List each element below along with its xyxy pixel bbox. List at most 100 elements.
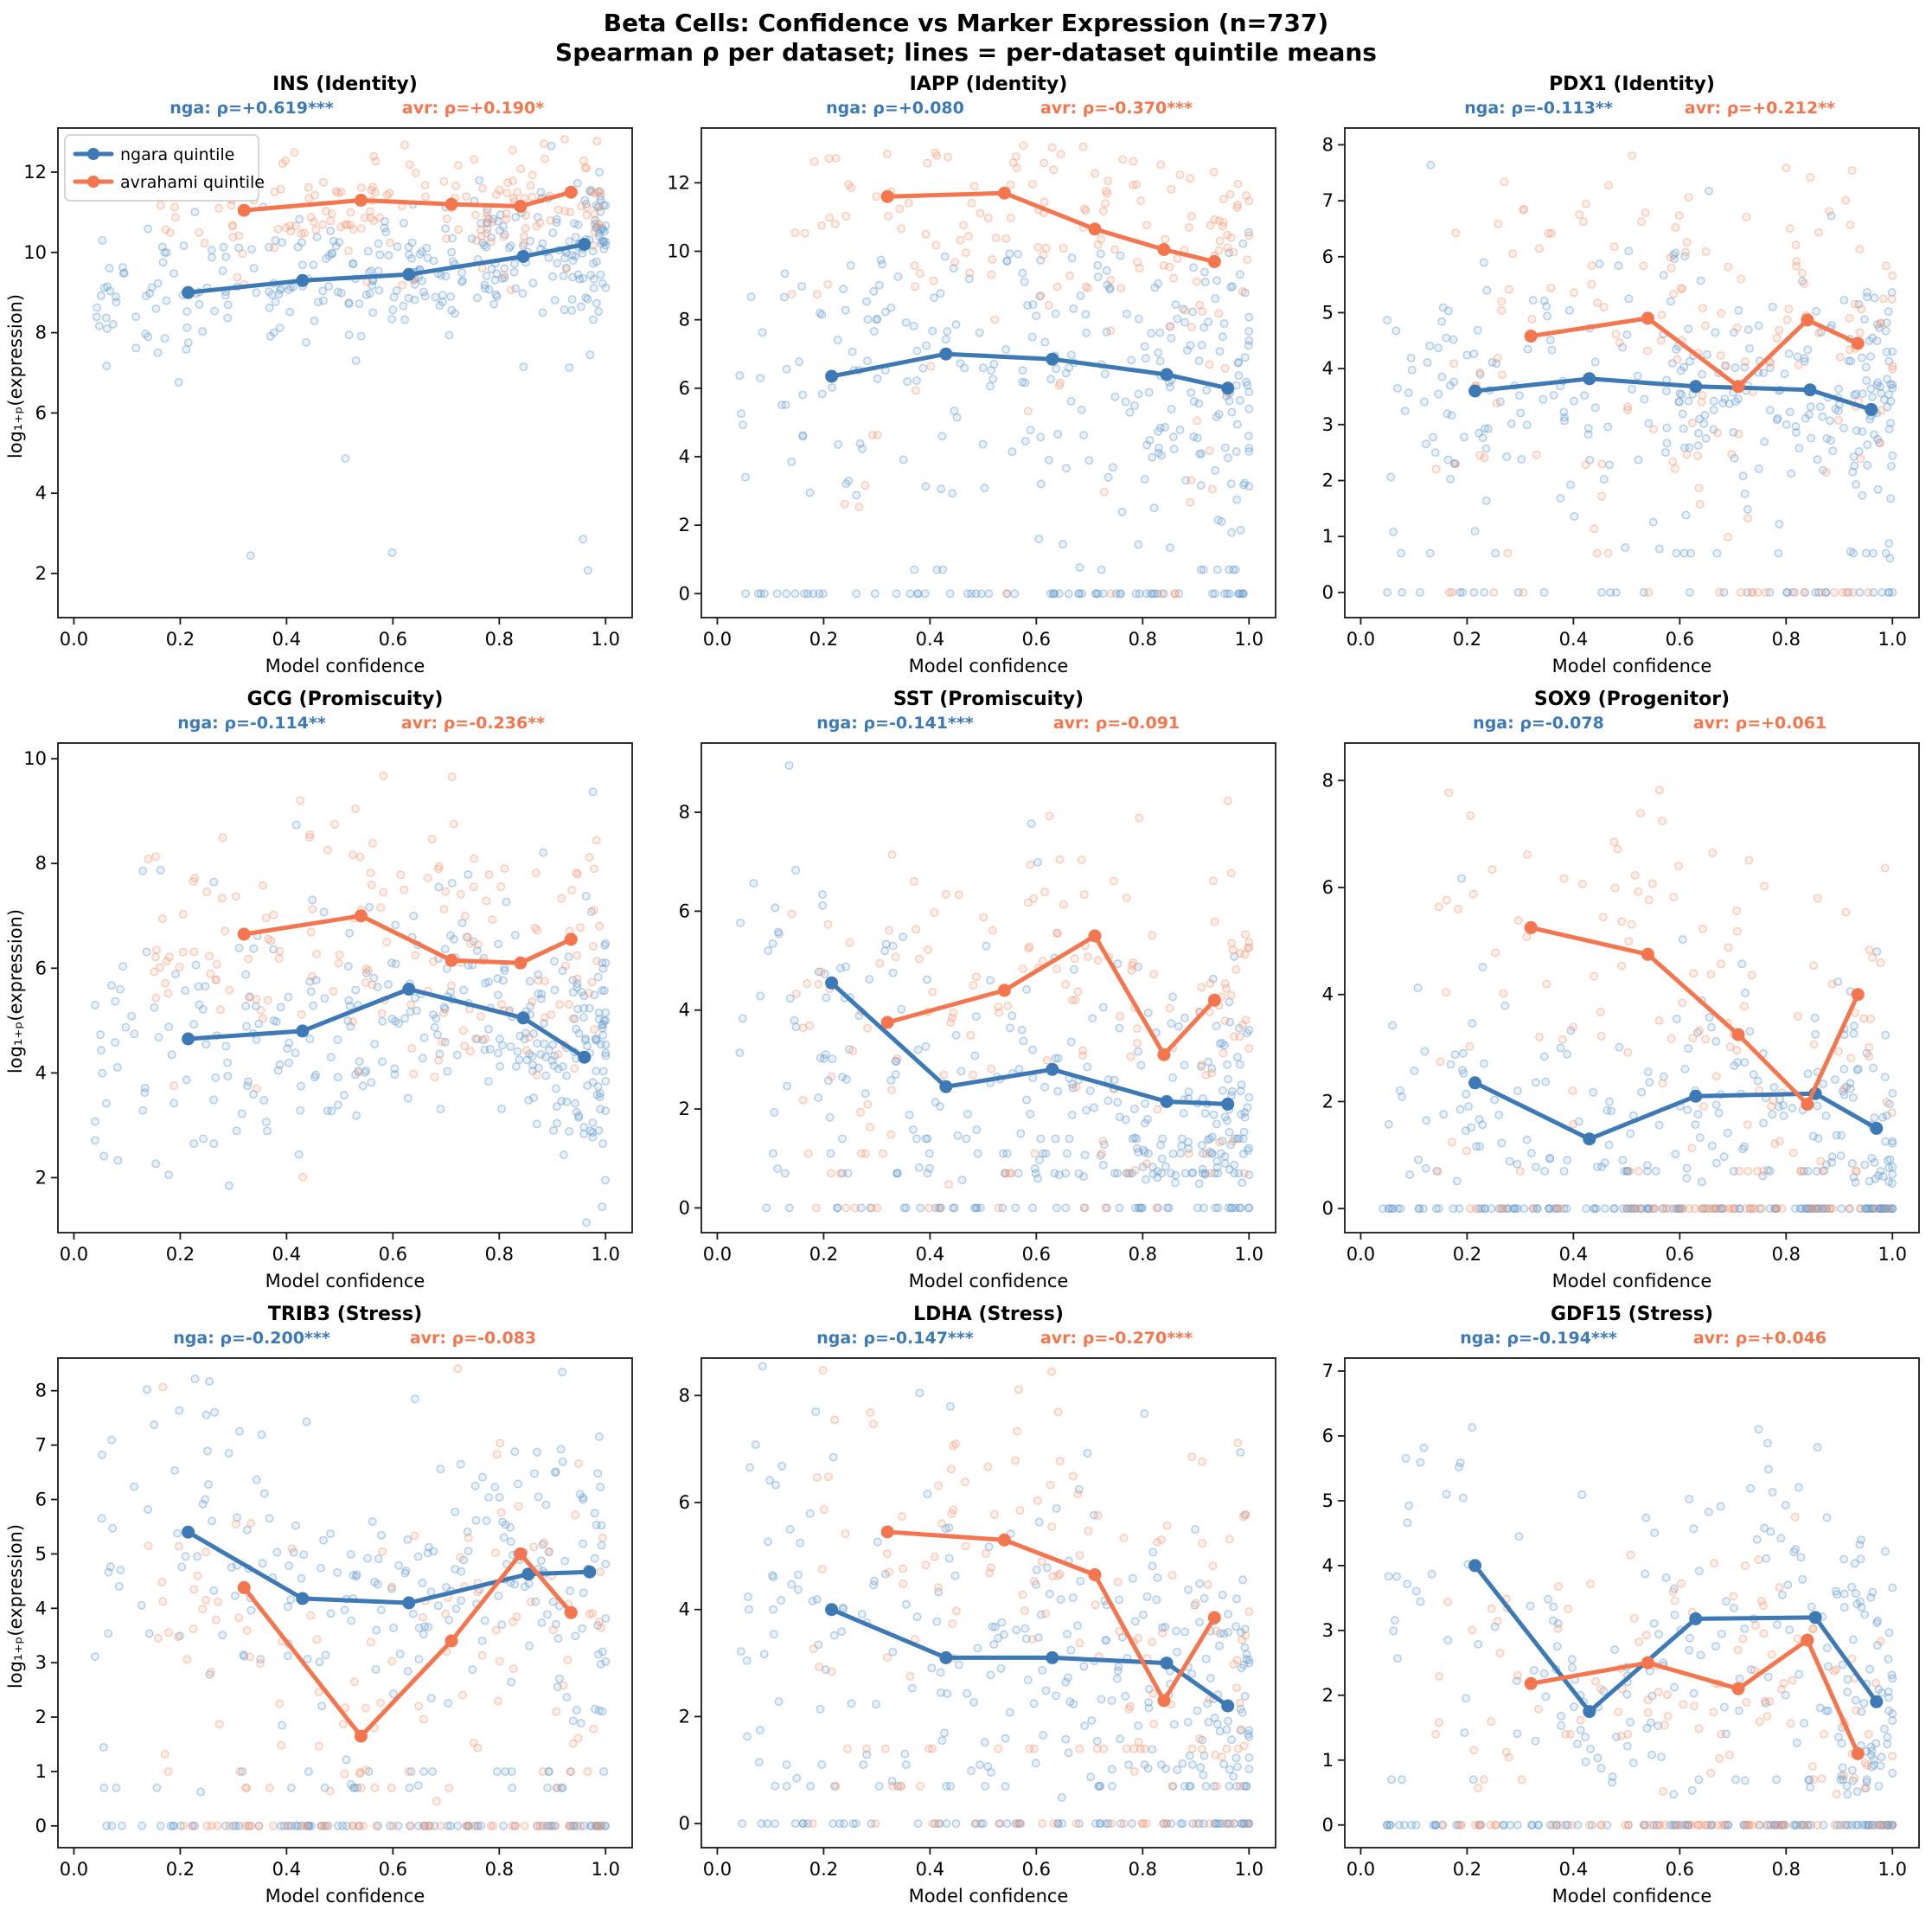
plot-area: [735, 761, 1254, 1213]
quintile-line-ngara: [825, 347, 1235, 395]
quintile-line-ngara: [1468, 1559, 1884, 1719]
svg-text:0.8: 0.8: [485, 1244, 514, 1265]
x-axis: 0.0 0.2 0.4 0.6 0.8 1.0: [703, 618, 1263, 650]
figure-header: Beta Cells: Confidence vs Marker Express…: [0, 0, 1932, 67]
x-axis: 0.0 0.2 0.4 0.6 0.8 1.0: [1347, 618, 1907, 650]
svg-text:8: 8: [679, 310, 690, 330]
legend-label: avrahami quintile: [120, 173, 265, 192]
svg-text:12: 12: [667, 172, 690, 193]
x-axis-label: Model confidence: [908, 1886, 1069, 1906]
svg-text:0.4: 0.4: [1559, 629, 1588, 650]
svg-text:6: 6: [679, 378, 690, 399]
x-axis-label: Model confidence: [908, 656, 1069, 676]
axes-frame: [1344, 127, 1920, 618]
plot-area: [91, 1364, 611, 1830]
svg-text:6: 6: [35, 402, 47, 423]
subplot-title: IAPP (Identity): [909, 74, 1068, 95]
svg-text:0.0: 0.0: [60, 1244, 88, 1265]
scatter-avrahami-points: [144, 772, 605, 1182]
svg-text:6: 6: [1322, 877, 1334, 898]
x-axis: 0.0 0.2 0.4 0.6 0.8 1.0: [703, 1848, 1263, 1880]
y-axis: 0 2 4 6 8: [679, 802, 701, 1218]
scatter-avrahami-points: [1433, 785, 1897, 1214]
svg-text:4: 4: [679, 1599, 690, 1620]
quintile-line-avrahami: [237, 1547, 578, 1743]
svg-text:1.0: 1.0: [1235, 1244, 1263, 1265]
svg-text:7: 7: [1322, 190, 1334, 211]
svg-text:1.0: 1.0: [592, 1244, 620, 1265]
svg-text:0.8: 0.8: [1129, 629, 1157, 650]
svg-text:10: 10: [23, 242, 47, 263]
svg-text:5: 5: [35, 1543, 47, 1564]
svg-text:0.8: 0.8: [1772, 1244, 1801, 1265]
spearman-annotation-avrahami: avr: ρ=+0.190*: [401, 99, 545, 118]
plot-area: [92, 135, 611, 575]
svg-text:0.4: 0.4: [272, 629, 301, 650]
svg-text:0.2: 0.2: [809, 1244, 838, 1265]
svg-text:7: 7: [1322, 1361, 1334, 1381]
spearman-annotation-ngara: nga: ρ=-0.078: [1473, 714, 1604, 733]
quintile-line-avrahami: [237, 909, 578, 970]
subplot-panel: PDX1 (Identity) nga: ρ=-0.113** avr: ρ=+…: [1288, 71, 1931, 686]
figure-title: Beta Cells: Confidence vs Marker Express…: [603, 9, 1329, 37]
spearman-annotation-avrahami: avr: ρ=+0.046: [1692, 1329, 1827, 1348]
subplot-panel: IAPP (Identity) nga: ρ=+0.080 avr: ρ=-0.…: [644, 71, 1288, 686]
scatter-ngara-points: [735, 761, 1254, 1213]
subplot-title: GCG (Promiscuity): [246, 689, 444, 710]
svg-text:4: 4: [679, 1000, 690, 1021]
quintile-line-ngara: [182, 1525, 597, 1610]
panel-plot-svg: 0.0 0.2 0.4 0.6 0.8 1.0 2 4 6 8 10 12 ngara quintile…: [23, 127, 633, 650]
subplot-title: INS (Identity): [272, 74, 418, 95]
y-axis: 0 2 4 6 8: [1322, 770, 1345, 1219]
svg-text:8: 8: [35, 1381, 47, 1401]
plot-area: [735, 141, 1254, 599]
quintile-line-avrahami: [880, 1525, 1221, 1708]
svg-text:3: 3: [35, 1652, 47, 1673]
svg-text:2: 2: [35, 563, 47, 584]
subplot-title: PDX1 (Identity): [1549, 74, 1715, 95]
annotation-row: nga: ρ=-0.114** avr: ρ=-0.236**: [1, 714, 644, 738]
svg-text:0.8: 0.8: [485, 629, 514, 650]
spearman-annotation-ngara: nga: ρ=+0.080: [826, 99, 964, 118]
spearman-annotation-ngara: nga: ρ=-0.200***: [173, 1329, 330, 1348]
y-axis: 0 2 4 6 8: [679, 1385, 701, 1834]
svg-text:0.0: 0.0: [703, 629, 732, 650]
svg-text:6: 6: [35, 958, 47, 978]
plot-area: [1383, 151, 1897, 597]
y-axis: 2 4 6 8 10: [23, 748, 58, 1188]
quintile-line-avrahami: [880, 186, 1221, 268]
svg-text:6: 6: [1322, 247, 1334, 267]
x-axis-label: Model confidence: [265, 1886, 425, 1906]
svg-text:0.0: 0.0: [703, 1244, 732, 1265]
y-axis: 0 1 2 3 4 5 6 7 8: [35, 1381, 58, 1836]
scatter-avrahami-points: [1431, 1512, 1897, 1829]
axes-frame: [57, 127, 633, 618]
svg-text:0.8: 0.8: [485, 1859, 514, 1880]
plot-area: [736, 1362, 1254, 1829]
spearman-annotation-avrahami: avr: ρ=-0.370***: [1040, 99, 1193, 118]
x-axis-label: Model confidence: [1551, 656, 1712, 676]
svg-text:4: 4: [1322, 358, 1334, 379]
svg-text:0.2: 0.2: [809, 1859, 838, 1880]
svg-text:1.0: 1.0: [592, 1859, 620, 1880]
svg-text:0.8: 0.8: [1129, 1859, 1157, 1880]
svg-text:0.4: 0.4: [916, 1244, 944, 1265]
svg-text:0: 0: [1322, 1198, 1334, 1219]
svg-text:0.4: 0.4: [916, 629, 944, 650]
svg-text:0: 0: [679, 583, 690, 604]
quintile-line-avrahami: [1524, 920, 1865, 1111]
svg-text:2: 2: [1322, 471, 1334, 491]
scatter-ngara-points: [91, 787, 611, 1227]
panel-plot-svg: 0.0 0.2 0.4 0.6 0.8 1.0 2 4 6 8 10: [23, 742, 633, 1265]
legend: ngara quintile avrahami quintile: [64, 134, 265, 202]
quintile-line-ngara: [1468, 372, 1878, 416]
svg-text:2: 2: [35, 1167, 47, 1188]
annotation-row: nga: ρ=-0.141*** avr: ρ=-0.091: [644, 714, 1288, 738]
svg-text:3: 3: [1322, 1620, 1334, 1641]
svg-text:0: 0: [1322, 1815, 1334, 1836]
plot-area: [91, 772, 611, 1227]
y-axis-label: log₁₊ₚ(expression): [5, 908, 26, 1074]
spearman-annotation-avrahami: avr: ρ=+0.212**: [1684, 99, 1836, 118]
panel-plot-svg: 0.0 0.2 0.4 0.6 0.8 1.0 0 2 4 6 8: [1322, 742, 1920, 1265]
spearman-annotation-ngara: nga: ρ=-0.194***: [1460, 1329, 1617, 1348]
